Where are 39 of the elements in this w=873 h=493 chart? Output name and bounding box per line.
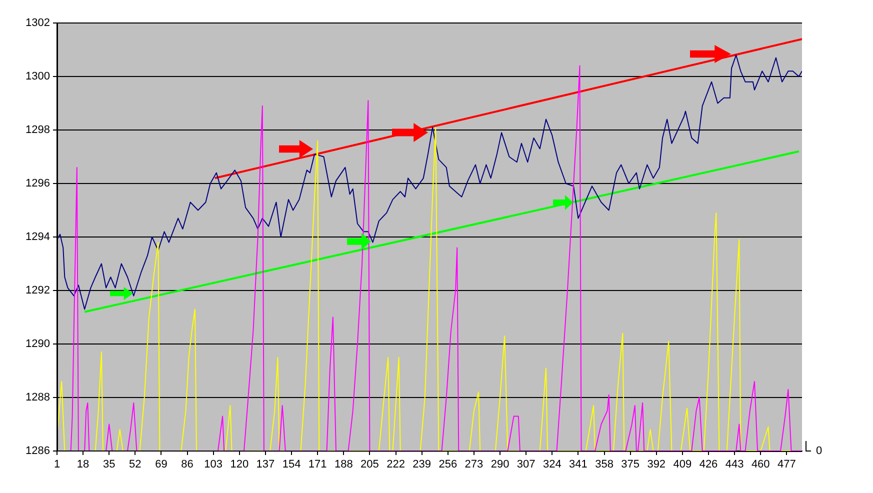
text: 0 xyxy=(816,445,822,458)
x-tick-label: 171 xyxy=(308,458,327,471)
x-tick-label: 120 xyxy=(230,458,249,471)
y-tick-label: 1288 xyxy=(26,392,50,404)
y-tick-label: 1290 xyxy=(26,338,50,350)
x-tick-label: 392 xyxy=(647,458,666,471)
y-tick-label: 1296 xyxy=(26,178,50,190)
x-tick-label: 256 xyxy=(438,458,458,471)
x-tick-label: 477 xyxy=(777,458,796,471)
x-tick-label: 137 xyxy=(256,458,275,471)
x-tick-label: 290 xyxy=(490,458,510,471)
x-tick-label: 52 xyxy=(129,458,142,471)
x-tick-label: 103 xyxy=(204,458,223,471)
y-tick-label: 1302 xyxy=(26,17,50,30)
y-tick-label: 1294 xyxy=(26,231,50,244)
x-tick-label: 1 xyxy=(54,458,60,471)
x-tick-label: 222 xyxy=(386,458,405,471)
x-tick-label: 273 xyxy=(464,458,484,471)
x-tick-label: 307 xyxy=(516,458,536,471)
x-tick-label: 35 xyxy=(102,458,116,471)
y-tick-label: 1292 xyxy=(26,284,50,297)
y-tick-label: 1298 xyxy=(26,124,50,136)
x-tick-label: 154 xyxy=(282,458,301,471)
x-tick-label: 460 xyxy=(751,458,770,471)
x-tick-label: 188 xyxy=(334,458,353,471)
x-tick-label: 358 xyxy=(595,458,614,471)
x-tick-label: 341 xyxy=(569,458,588,471)
x-tick-label: 205 xyxy=(360,458,379,471)
x-tick-label: 18 xyxy=(76,458,90,471)
x-tick-label: 86 xyxy=(181,458,194,471)
x-tick-label: 409 xyxy=(673,458,692,471)
x-tick-label: 324 xyxy=(542,458,562,471)
x-tick-label: 375 xyxy=(621,458,640,471)
x-tick-label: 69 xyxy=(155,458,168,471)
y-tick-label: 1286 xyxy=(26,445,50,458)
x-tick-label: 426 xyxy=(699,458,718,471)
x-tick-label: 443 xyxy=(725,458,744,471)
x-tick-label: 239 xyxy=(412,458,432,471)
y-tick-label: 1300 xyxy=(26,70,50,83)
